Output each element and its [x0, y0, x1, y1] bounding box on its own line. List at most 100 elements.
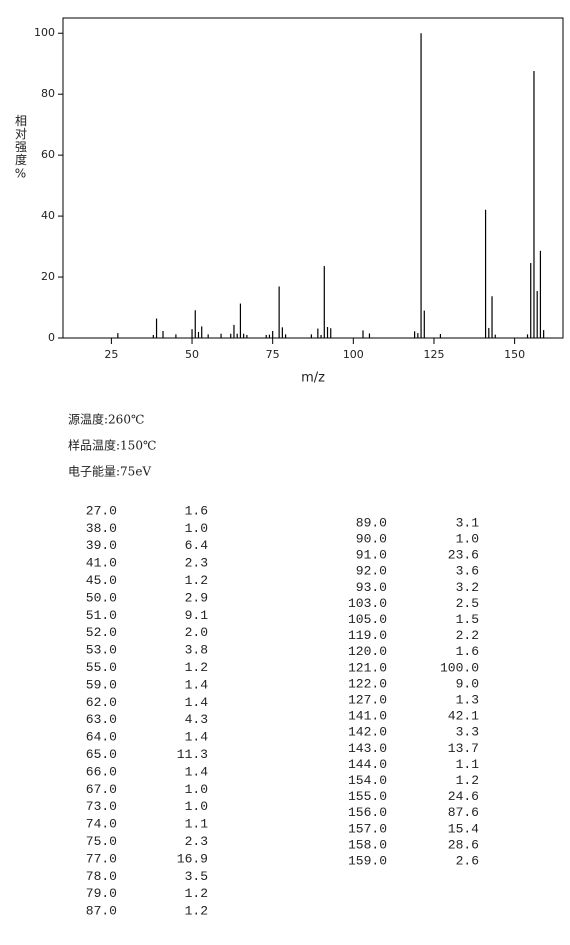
intensity-cell: 2.0 [185, 625, 208, 640]
x-tick-label: 150 [504, 348, 525, 361]
intensity-cell: 1.0 [456, 532, 479, 547]
mz-cell: 45.0 [86, 573, 117, 588]
x-tick-label: 25 [104, 348, 118, 361]
intensity-cell: 42.1 [448, 709, 479, 724]
x-axis-label: m/z [301, 371, 325, 386]
mz-cell: 75.0 [86, 834, 117, 849]
mz-cell: 87.0 [86, 904, 117, 919]
mz-cell: 121.0 [348, 660, 387, 675]
mz-cell: 91.0 [356, 548, 387, 563]
y-tick-label: 80 [41, 87, 55, 100]
intensity-cell: 1.6 [456, 644, 479, 659]
mz-cell: 159.0 [348, 854, 387, 869]
mz-cell: 64.0 [86, 730, 117, 745]
mz-cell: 127.0 [348, 693, 387, 708]
intensity-cell: 28.6 [448, 837, 479, 852]
intensity-cell: 24.6 [448, 789, 479, 804]
x-tick-label: 125 [423, 348, 444, 361]
intensity-cell: 2.3 [185, 834, 208, 849]
intensity-cell: 3.6 [456, 564, 479, 579]
y-tick-label: 100 [34, 26, 55, 39]
intensity-cell: 6.4 [185, 538, 209, 553]
mz-cell: 120.0 [348, 644, 387, 659]
intensity-cell: 87.6 [448, 805, 479, 820]
intensity-cell: 3.3 [456, 725, 479, 740]
intensity-cell: 9.1 [185, 608, 209, 623]
plot-frame [62, 17, 564, 339]
mz-cell: 67.0 [86, 782, 117, 797]
intensity-cell: 2.9 [185, 590, 208, 605]
intensity-cell: 11.3 [177, 747, 208, 762]
mz-cell: 158.0 [348, 837, 387, 852]
intensity-cell: 100.0 [440, 660, 479, 675]
mz-cell: 143.0 [348, 741, 387, 756]
mz-cell: 119.0 [348, 628, 387, 643]
intensity-cell: 3.8 [185, 643, 208, 658]
mz-cell: 73.0 [86, 799, 117, 814]
y-tick-label: 20 [41, 270, 55, 283]
mz-cell: 78.0 [86, 869, 117, 884]
intensity-cell: 1.5 [456, 612, 479, 627]
mz-cell: 155.0 [348, 789, 387, 804]
mz-cell: 41.0 [86, 556, 117, 571]
x-tick-label: 75 [266, 348, 280, 361]
mz-cell: 92.0 [356, 564, 387, 579]
mz-cell: 62.0 [86, 695, 117, 710]
mz-cell: 105.0 [348, 612, 387, 627]
mz-cell: 142.0 [348, 725, 387, 740]
mz-cell: 52.0 [86, 625, 117, 640]
mz-cell: 90.0 [356, 532, 387, 547]
mz-cell: 39.0 [86, 538, 117, 553]
y-tick-label: 0 [48, 331, 55, 344]
mz-cell: 53.0 [86, 643, 117, 658]
mz-cell: 93.0 [356, 580, 387, 595]
y-tick-label: 60 [41, 148, 55, 161]
intensity-cell: 1.2 [185, 904, 208, 919]
intensity-cell: 1.2 [456, 773, 479, 788]
mz-cell: 59.0 [86, 677, 117, 692]
mz-cell: 79.0 [86, 886, 117, 901]
intensity-cell: 1.4 [185, 730, 209, 745]
intensity-cell: 23.6 [448, 548, 479, 563]
intensity-cell: 1.4 [185, 677, 209, 692]
mz-cell: 154.0 [348, 773, 387, 788]
mz-cell: 157.0 [348, 821, 387, 836]
x-tick-label: 100 [343, 348, 364, 361]
intensity-cell: 1.4 [185, 764, 209, 779]
mz-cell: 103.0 [348, 596, 387, 611]
intensity-cell: 3.1 [456, 515, 480, 530]
y-tick-label: 40 [41, 209, 55, 222]
mz-cell: 51.0 [86, 608, 117, 623]
mz-cell: 66.0 [86, 764, 117, 779]
intensity-cell: 1.1 [185, 817, 209, 832]
mz-cell: 156.0 [348, 805, 387, 820]
intensity-cell: 4.3 [185, 712, 208, 727]
intensity-cell: 2.3 [185, 556, 208, 571]
intensity-cell: 15.4 [448, 821, 479, 836]
intensity-cell: 3.5 [185, 869, 208, 884]
intensity-cell: 9.0 [456, 676, 479, 691]
intensity-cell: 1.2 [185, 660, 208, 675]
intensity-cell: 16.9 [177, 851, 208, 866]
intensity-cell: 1.2 [185, 573, 208, 588]
intensity-cell: 13.7 [448, 741, 479, 756]
mz-cell: 141.0 [348, 709, 387, 724]
intensity-cell: 1.0 [185, 521, 208, 536]
intensity-cell: 1.1 [456, 757, 480, 772]
y-axis-label: 相对强度% [14, 114, 28, 181]
intensity-cell: 1.3 [456, 693, 479, 708]
info-line: 源温度:260℃ [68, 412, 144, 427]
intensity-cell: 1.4 [185, 695, 209, 710]
mz-cell: 55.0 [86, 660, 117, 675]
intensity-cell: 1.6 [185, 503, 208, 518]
mz-cell: 89.0 [356, 515, 387, 530]
info-line: 样品温度:150℃ [68, 438, 156, 453]
intensity-cell: 1.2 [185, 886, 208, 901]
mz-cell: 77.0 [86, 851, 117, 866]
mz-cell: 74.0 [86, 817, 117, 832]
mz-cell: 38.0 [86, 521, 117, 536]
mz-cell: 122.0 [348, 676, 387, 691]
intensity-cell: 2.2 [456, 628, 479, 643]
info-line: 电子能量:75eV [68, 465, 151, 479]
